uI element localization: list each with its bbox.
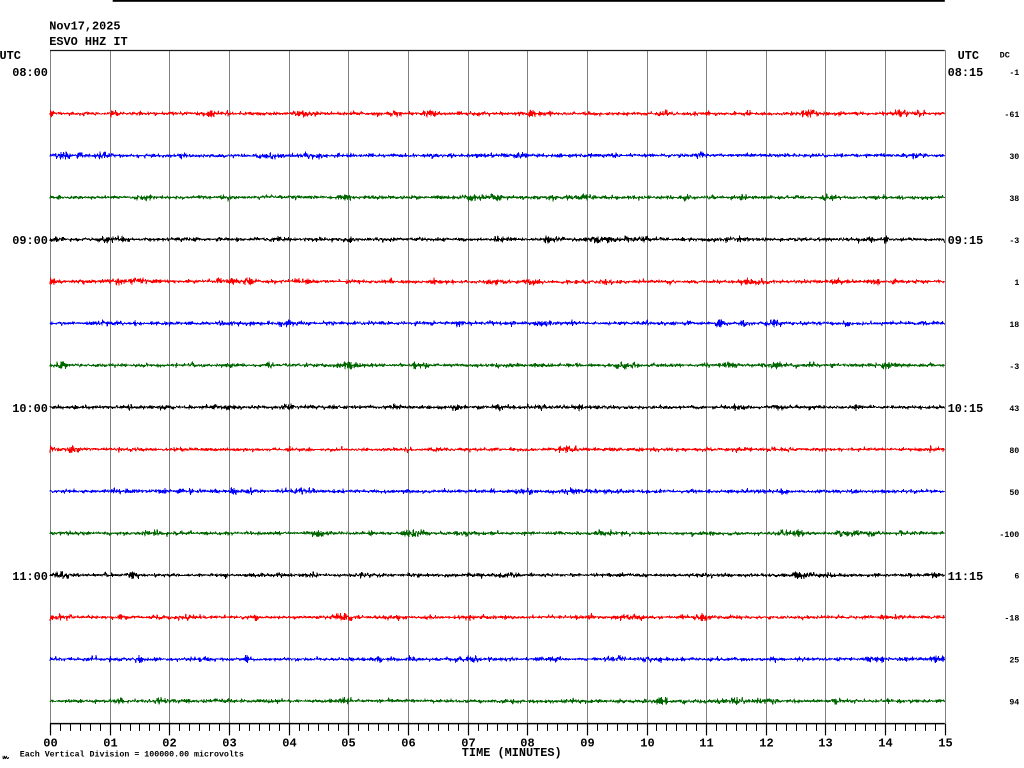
svg-text:10:15: 10:15 <box>948 402 984 416</box>
svg-text:09:00: 09:00 <box>12 234 48 248</box>
svg-text:38: 38 <box>1009 195 1019 204</box>
svg-text:Each Vertical Division = 10000: Each Vertical Division = 100000.00 micro… <box>20 750 244 760</box>
svg-text:03: 03 <box>222 737 236 751</box>
svg-text:UTC: UTC <box>958 49 979 63</box>
svg-text:13: 13 <box>818 737 832 751</box>
svg-text:10: 10 <box>640 737 654 751</box>
svg-text:11: 11 <box>699 737 713 751</box>
svg-text:07: 07 <box>461 737 475 751</box>
svg-text:09: 09 <box>580 737 594 751</box>
svg-text:30: 30 <box>1009 153 1019 162</box>
svg-text:01: 01 <box>103 737 117 751</box>
svg-text:14: 14 <box>878 737 892 751</box>
svg-text:11:15: 11:15 <box>948 570 984 584</box>
svg-text:10:00: 10:00 <box>12 402 48 416</box>
svg-text:-3: -3 <box>1009 363 1019 372</box>
svg-text:11:00: 11:00 <box>12 570 48 584</box>
svg-text:-100: -100 <box>999 531 1019 540</box>
svg-text:6: 6 <box>1014 573 1019 582</box>
svg-text:15: 15 <box>938 737 952 751</box>
svg-text:18: 18 <box>1009 321 1019 330</box>
svg-text:50: 50 <box>1009 489 1019 498</box>
svg-text:UTC: UTC <box>0 49 21 63</box>
svg-text:-3: -3 <box>1009 237 1019 246</box>
svg-text:05: 05 <box>341 737 355 751</box>
svg-text:09:15: 09:15 <box>948 234 984 248</box>
svg-text:12: 12 <box>759 737 773 751</box>
svg-text:08: 08 <box>520 737 534 751</box>
svg-text:80: 80 <box>1009 447 1019 456</box>
svg-text:94: 94 <box>1009 699 1019 708</box>
svg-text:06: 06 <box>401 737 415 751</box>
svg-text:25: 25 <box>1009 657 1019 666</box>
svg-text:-61: -61 <box>1004 111 1019 120</box>
svg-text:DC: DC <box>1000 50 1010 60</box>
svg-text:1: 1 <box>1014 279 1019 288</box>
svg-text:00: 00 <box>43 737 57 751</box>
svg-text:Nov17,2025: Nov17,2025 <box>49 19 120 33</box>
svg-text:08:00: 08:00 <box>12 66 48 80</box>
svg-text:02: 02 <box>162 737 176 751</box>
svg-text:43: 43 <box>1009 405 1019 414</box>
svg-text:TIME (MINUTES): TIME (MINUTES) <box>462 746 562 760</box>
svg-text:ESVO HHZ IT: ESVO HHZ IT <box>49 35 128 49</box>
svg-text:-1: -1 <box>1009 69 1019 78</box>
svg-text:08:15: 08:15 <box>948 66 984 80</box>
svg-text:-18: -18 <box>1004 615 1019 624</box>
svg-text:04: 04 <box>282 737 296 751</box>
